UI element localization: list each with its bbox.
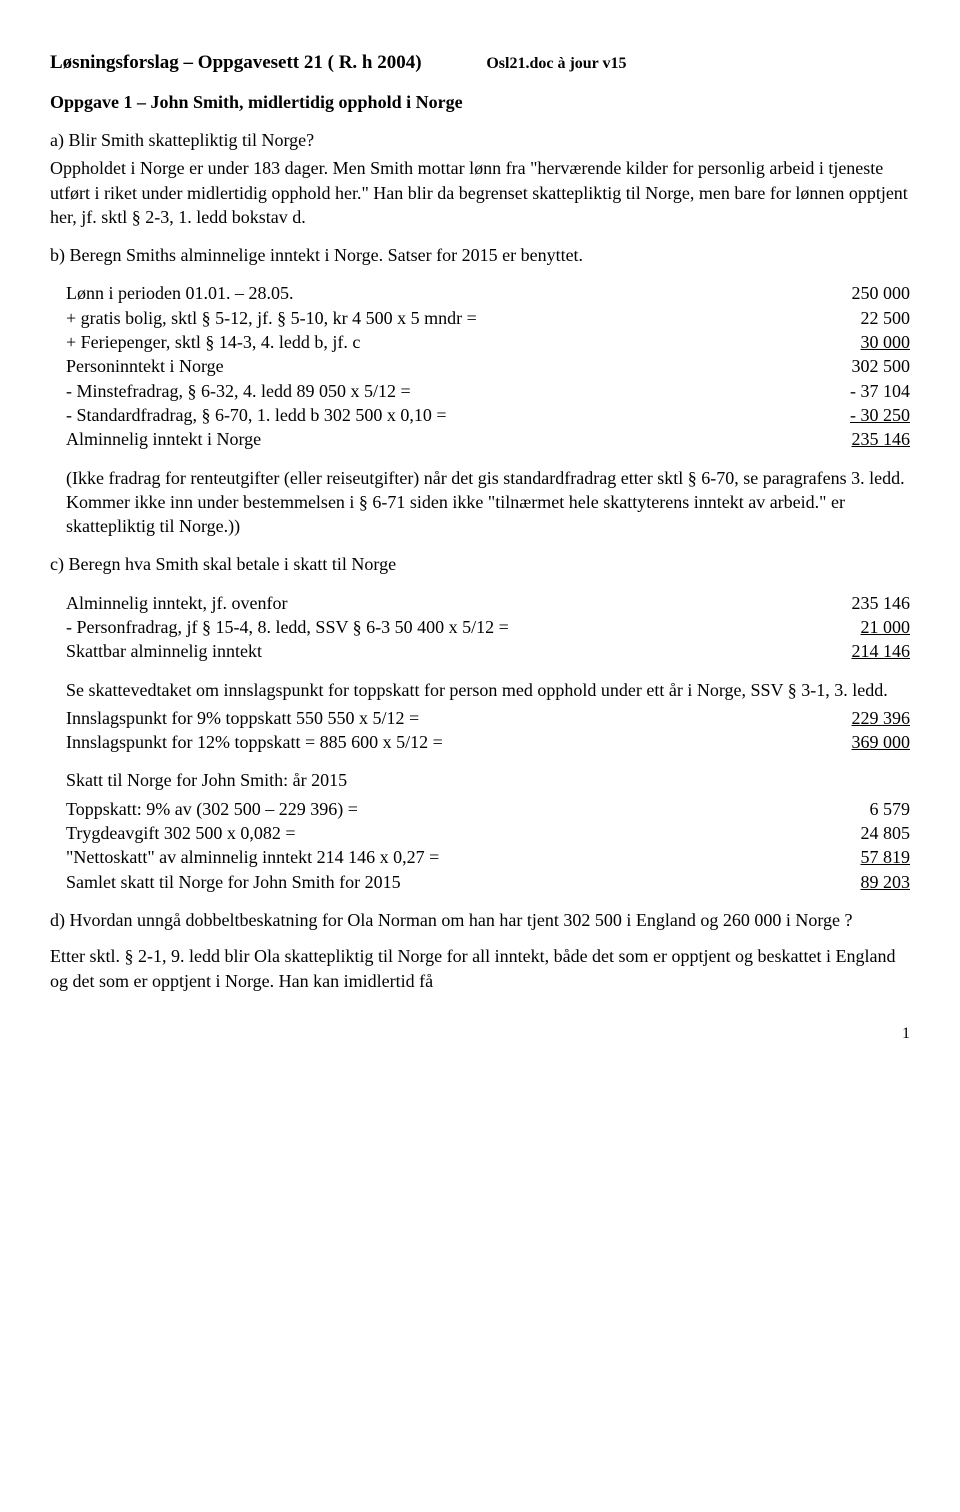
calc-label: Alminnelig inntekt, jf. ovenfor [66, 591, 810, 615]
calc-row: Toppskatt: 9% av (302 500 – 229 396) =6 … [66, 797, 910, 821]
calc-label: Lønn i perioden 01.01. – 28.05. [66, 281, 810, 305]
section-c-block2: Innslagspunkt for 9% toppskatt 550 550 x… [66, 706, 910, 755]
section-c-heading: c) Beregn hva Smith skal betale i skatt … [50, 552, 910, 576]
calc-value: 229 396 [810, 706, 910, 730]
doc-header: Løsningsforslag – Oppgavesett 21 ( R. h … [50, 50, 910, 76]
calc-row: Innslagspunkt for 9% toppskatt 550 550 x… [66, 706, 910, 730]
calc-row: Alminnelig inntekt i Norge235 146 [66, 427, 910, 451]
calc-row: Samlet skatt til Norge for John Smith fo… [66, 870, 910, 894]
section-c-midtext: Se skattevedtaket om innslagspunkt for t… [66, 678, 910, 702]
section-d-body: Etter sktl. § 2-1, 9. ledd blir Ola skat… [50, 944, 910, 993]
section-d-question: d) Hvordan unngå dobbeltbeskatning for O… [50, 908, 910, 932]
calc-row: Personinntekt i Norge302 500 [66, 354, 910, 378]
calc-value: 21 000 [810, 615, 910, 639]
calc-label: + Feriepenger, sktl § 14-3, 4. ledd b, j… [66, 330, 810, 354]
task1-title: Oppgave 1 – John Smith, midlertidig opph… [50, 90, 910, 114]
section-b-note: (Ikke fradrag for renteutgifter (eller r… [66, 466, 910, 539]
calc-row: Alminnelig inntekt, jf. ovenfor235 146 [66, 591, 910, 615]
calc-label: Innslagspunkt for 12% toppskatt = 885 60… [66, 730, 810, 754]
calc-row: "Nettoskatt" av alminnelig inntekt 214 1… [66, 845, 910, 869]
calc-value: 6 579 [810, 797, 910, 821]
calc-row: - Minstefradrag, § 6-32, 4. ledd 89 050 … [66, 379, 910, 403]
calc-label: Trygdeavgift 302 500 x 0,082 = [66, 821, 810, 845]
calc-value: 24 805 [810, 821, 910, 845]
calc-label: - Minstefradrag, § 6-32, 4. ledd 89 050 … [66, 379, 810, 403]
section-a-body: Oppholdet i Norge er under 183 dager. Me… [50, 156, 910, 229]
calc-row: + gratis bolig, sktl § 5-12, jf. § 5-10,… [66, 306, 910, 330]
calc-label: Samlet skatt til Norge for John Smith fo… [66, 870, 810, 894]
calc-row: Trygdeavgift 302 500 x 0,082 =24 805 [66, 821, 910, 845]
calc-value: 235 146 [810, 427, 910, 451]
section-a-question: a) Blir Smith skattepliktig til Norge? [50, 128, 910, 152]
calc-row: Skattbar alminnelig inntekt214 146 [66, 639, 910, 663]
calc-value: - 30 250 [810, 403, 910, 427]
calc-row: - Standardfradrag, § 6-70, 1. ledd b 302… [66, 403, 910, 427]
section-b-heading: b) Beregn Smiths alminnelige inntekt i N… [50, 243, 910, 267]
section-c-block1: Alminnelig inntekt, jf. ovenfor235 146- … [66, 591, 910, 664]
header-title: Løsningsforslag – Oppgavesett 21 ( R. h … [50, 52, 422, 73]
calc-value: 302 500 [810, 354, 910, 378]
calc-label: Innslagspunkt for 9% toppskatt 550 550 x… [66, 706, 810, 730]
calc-label: "Nettoskatt" av alminnelig inntekt 214 1… [66, 845, 810, 869]
calc-value: 22 500 [810, 306, 910, 330]
calc-label: - Standardfradrag, § 6-70, 1. ledd b 302… [66, 403, 810, 427]
calc-value: 250 000 [810, 281, 910, 305]
calc-value: 235 146 [810, 591, 910, 615]
calc-label: - Personfradrag, jf § 15-4, 8. ledd, SSV… [66, 615, 810, 639]
calc-row: Innslagspunkt for 12% toppskatt = 885 60… [66, 730, 910, 754]
header-docref: Osl21.doc à jour v15 [486, 55, 626, 72]
section-c-block3: Toppskatt: 9% av (302 500 – 229 396) =6 … [66, 797, 910, 894]
calc-label: Alminnelig inntekt i Norge [66, 427, 810, 451]
calc-label: Skattbar alminnelig inntekt [66, 639, 810, 663]
calc-value: 214 146 [810, 639, 910, 663]
calc-row: + Feriepenger, sktl § 14-3, 4. ledd b, j… [66, 330, 910, 354]
page-number: 1 [50, 1023, 910, 1045]
calc-value: 30 000 [810, 330, 910, 354]
section-c-block3-title: Skatt til Norge for John Smith: år 2015 [66, 768, 910, 792]
calc-value: 89 203 [810, 870, 910, 894]
calc-value: 369 000 [810, 730, 910, 754]
calc-row: - Personfradrag, jf § 15-4, 8. ledd, SSV… [66, 615, 910, 639]
calc-row: Lønn i perioden 01.01. – 28.05.250 000 [66, 281, 910, 305]
calc-label: Toppskatt: 9% av (302 500 – 229 396) = [66, 797, 810, 821]
calc-value: - 37 104 [810, 379, 910, 403]
calc-value: 57 819 [810, 845, 910, 869]
section-b-calc: Lønn i perioden 01.01. – 28.05.250 000+ … [66, 281, 910, 451]
calc-label: Personinntekt i Norge [66, 354, 810, 378]
calc-label: + gratis bolig, sktl § 5-12, jf. § 5-10,… [66, 306, 810, 330]
